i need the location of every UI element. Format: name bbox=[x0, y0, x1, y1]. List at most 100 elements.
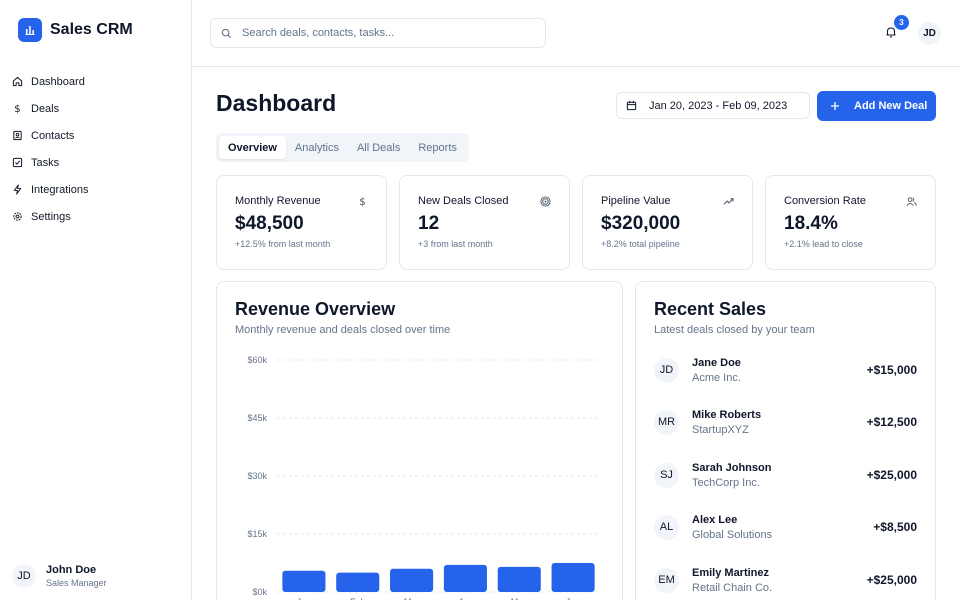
tab-all-deals[interactable]: All Deals bbox=[356, 141, 401, 154]
search-icon bbox=[221, 28, 232, 38]
sidebar-item-label: Contacts bbox=[31, 129, 75, 142]
bar-feb[interactable] bbox=[336, 572, 380, 592]
search-input[interactable] bbox=[242, 27, 532, 39]
sale-row[interactable]: AL Alex Lee Global Solutions +$8,500 bbox=[654, 509, 917, 545]
add-new-deal-button[interactable]: Add New Deal bbox=[817, 91, 936, 121]
y-tick-label: $45k bbox=[247, 413, 267, 423]
sale-name: Emily Martinez bbox=[692, 566, 770, 579]
stat-card-new-deals: New Deals Closed 12 +3 from last month bbox=[399, 175, 570, 270]
bolt-icon bbox=[13, 184, 22, 195]
sale-row[interactable]: MR Mike Roberts StartupXYZ +$12,500 bbox=[654, 404, 917, 440]
stat-sub: +8.2% total pipeline bbox=[601, 239, 680, 249]
brand[interactable]: Sales CRM bbox=[18, 18, 133, 42]
sale-amount: +$15,000 bbox=[866, 363, 917, 377]
user-role: Sales Manager bbox=[46, 578, 107, 588]
top-header: 3 JD bbox=[192, 0, 960, 67]
page-title: Dashboard bbox=[216, 90, 337, 116]
checkbox-icon bbox=[12, 157, 23, 168]
stat-title: Pipeline Value bbox=[601, 195, 671, 207]
tab-reports[interactable]: Reports bbox=[418, 141, 457, 154]
sidebar-item-dashboard[interactable]: Dashboard bbox=[12, 68, 180, 95]
sale-company: Acme Inc. bbox=[692, 371, 741, 384]
users-icon bbox=[906, 196, 917, 206]
stat-value: 12 bbox=[418, 213, 440, 234]
tab-analytics[interactable]: Analytics bbox=[294, 141, 339, 154]
sale-name: Alex Lee bbox=[692, 513, 738, 526]
plus-icon bbox=[831, 102, 839, 110]
y-tick-label: $60k bbox=[247, 355, 267, 365]
x-tick-label: Apr bbox=[458, 597, 472, 600]
bar-mar[interactable] bbox=[390, 568, 434, 592]
notification-badge: 3 bbox=[894, 15, 909, 30]
header-avatar[interactable]: JD bbox=[918, 22, 941, 45]
sale-name: Sarah Johnson bbox=[692, 461, 772, 474]
stat-value: $48,500 bbox=[235, 213, 304, 234]
stat-title: Monthly Revenue bbox=[235, 195, 321, 207]
brand-name: Sales CRM bbox=[50, 21, 133, 38]
svg-text:$: $ bbox=[359, 197, 365, 207]
sidebar-item-tasks[interactable]: Tasks bbox=[12, 149, 180, 176]
date-range-picker[interactable]: Jan 20, 2023 - Feb 09, 2023 bbox=[616, 92, 810, 119]
sale-row[interactable]: SJ Sarah Johnson TechCorp Inc. +$25,000 bbox=[654, 457, 917, 493]
stat-title: New Deals Closed bbox=[418, 195, 509, 207]
dollar-icon: $ bbox=[359, 197, 365, 207]
sidebar: Sales CRM Dashboard $ Deals Contacts Tas… bbox=[0, 0, 192, 600]
panel-subtitle: Monthly revenue and deals closed over ti… bbox=[235, 324, 451, 336]
stat-title: Conversion Rate bbox=[784, 195, 866, 207]
stat-sub: +3 from last month bbox=[418, 239, 493, 249]
y-tick-label: $0k bbox=[252, 587, 267, 597]
sidebar-item-label: Tasks bbox=[31, 156, 60, 169]
sale-amount: +$25,000 bbox=[866, 573, 917, 587]
search-bar bbox=[210, 18, 546, 48]
bar-chart-icon bbox=[18, 18, 42, 42]
sale-name: Mike Roberts bbox=[692, 408, 762, 421]
stat-card-pipeline-value: Pipeline Value $320,000 +8.2% total pipe… bbox=[582, 175, 753, 270]
avatar: JD bbox=[12, 564, 36, 588]
x-tick-label: Jun bbox=[566, 597, 581, 600]
trending-up-icon bbox=[723, 197, 734, 205]
bar-may[interactable] bbox=[497, 566, 541, 592]
sidebar-item-label: Settings bbox=[31, 210, 71, 223]
user-name: John Doe bbox=[46, 564, 97, 576]
date-range-label: Jan 20, 2023 - Feb 09, 2023 bbox=[649, 99, 788, 112]
dashboard-tabs: Overview Analytics All Deals Reports bbox=[216, 133, 469, 162]
avatar: JD bbox=[654, 357, 679, 383]
recent-sales-panel: Recent Sales Latest deals closed by your… bbox=[635, 281, 936, 600]
y-tick-label: $15k bbox=[247, 529, 267, 539]
stat-value: $320,000 bbox=[601, 213, 681, 234]
sidebar-item-integrations[interactable]: Integrations bbox=[12, 176, 180, 203]
sale-company: Global Solutions bbox=[692, 528, 773, 541]
x-tick-label: Jan bbox=[297, 597, 312, 600]
sidebar-nav: Dashboard $ Deals Contacts Tasks Integra… bbox=[12, 68, 180, 230]
bell-icon[interactable] bbox=[884, 25, 898, 39]
sidebar-item-settings[interactable]: Settings bbox=[12, 203, 180, 230]
home-icon bbox=[12, 76, 23, 87]
stat-card-monthly-revenue: Monthly Revenue $ $48,500 +12.5% from la… bbox=[216, 175, 387, 270]
stat-value: 18.4% bbox=[784, 213, 838, 234]
tab-overview[interactable]: Overview bbox=[219, 136, 286, 159]
sale-name: Jane Doe bbox=[692, 356, 741, 369]
sidebar-item-deals[interactable]: $ Deals bbox=[12, 95, 180, 122]
avatar: SJ bbox=[654, 462, 679, 488]
sale-amount: +$8,500 bbox=[873, 520, 917, 534]
gear-icon bbox=[13, 212, 22, 221]
bar-apr[interactable] bbox=[443, 564, 487, 592]
sale-amount: +$12,500 bbox=[866, 415, 917, 429]
sale-company: TechCorp Inc. bbox=[692, 476, 760, 489]
svg-text:$: $ bbox=[14, 104, 20, 114]
sidebar-item-label: Dashboard bbox=[31, 75, 85, 88]
sidebar-item-label: Deals bbox=[31, 102, 60, 115]
bar-jan[interactable] bbox=[282, 570, 326, 592]
stat-sub: +2.1% lead to close bbox=[784, 239, 863, 249]
contacts-icon bbox=[13, 130, 22, 141]
sale-row[interactable]: JD Jane Doe Acme Inc. +$15,000 bbox=[654, 352, 917, 388]
sidebar-item-contacts[interactable]: Contacts bbox=[12, 122, 180, 149]
bar-jun[interactable] bbox=[551, 563, 595, 592]
x-tick-label: May bbox=[511, 597, 529, 600]
target-icon bbox=[540, 195, 551, 207]
x-tick-label: Feb bbox=[350, 597, 366, 600]
sale-company: Retail Chain Co. bbox=[692, 581, 773, 594]
sale-row[interactable]: EM Emily Martinez Retail Chain Co. +$25,… bbox=[654, 562, 917, 598]
user-profile[interactable]: JD John Doe Sales Manager bbox=[12, 564, 107, 588]
panel-title: Revenue Overview bbox=[235, 299, 396, 319]
